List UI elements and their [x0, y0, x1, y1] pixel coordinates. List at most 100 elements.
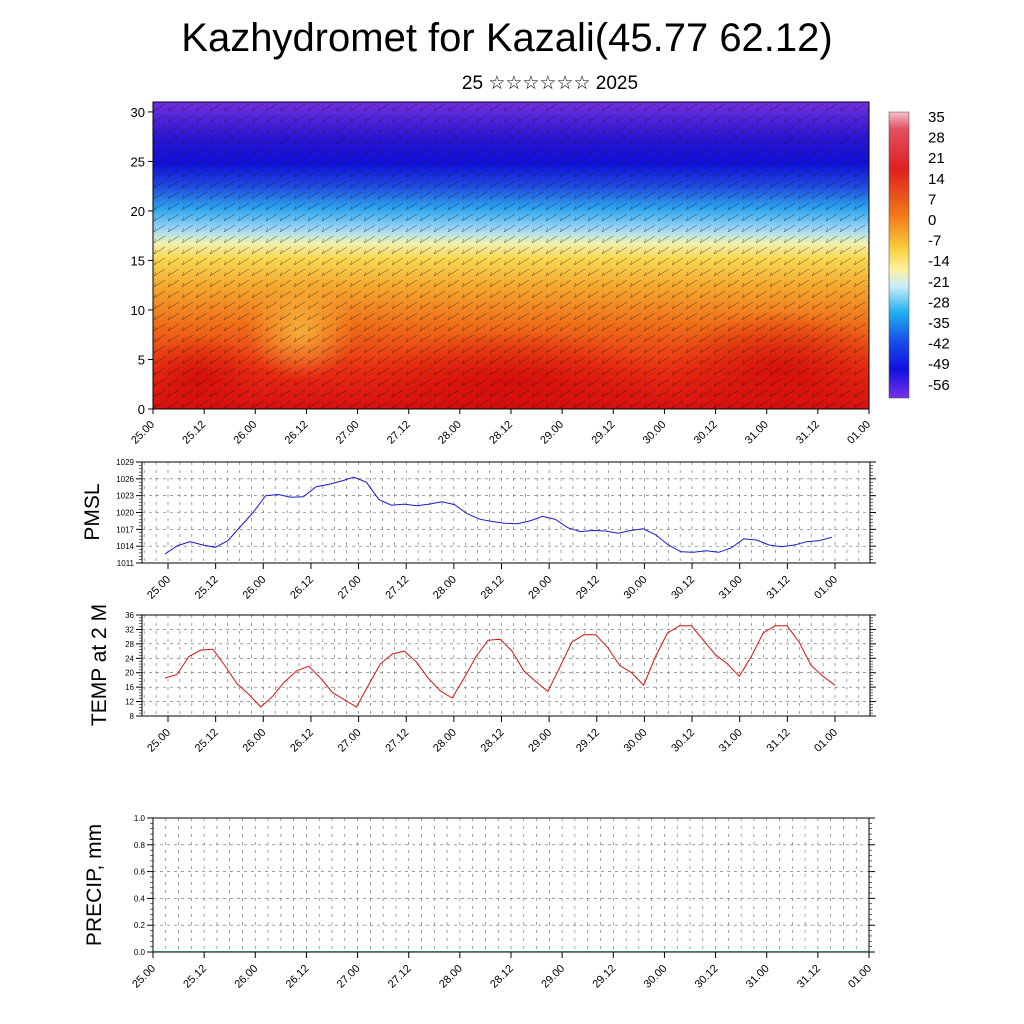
- cross-section-y-tick-label: 5: [138, 352, 145, 367]
- cross-section-x-tick-label: 28.00: [436, 419, 464, 447]
- colorbar: 35 28 21 14 7 0 -7 -14 -21 -28 -35 -42 -49 -56: [888, 109, 950, 399]
- x-tick-label: 01.00: [812, 727, 840, 755]
- precip-bar: [574, 951, 588, 952]
- x-tick-label: 30.00: [622, 727, 650, 755]
- y-tick-label: 1029: [116, 458, 134, 467]
- x-tick-label: 25.12: [181, 963, 209, 991]
- temp-series-line: [164, 625, 836, 708]
- x-tick-label: 31.00: [717, 727, 745, 755]
- precip-bar: [817, 951, 831, 952]
- precip-bar: [753, 951, 767, 952]
- colorbar-label: -49: [928, 356, 950, 373]
- x-tick-label: 25.12: [193, 727, 221, 755]
- precip-bar: [268, 951, 281, 952]
- precip-bar: [638, 951, 652, 952]
- x-tick-label: 27.00: [336, 727, 364, 755]
- precip-bar: [242, 951, 256, 952]
- x-tick-label: 26.00: [232, 963, 260, 991]
- precip-bar: [702, 951, 716, 952]
- x-tick-label: 31.12: [765, 727, 793, 755]
- y-tick-label: 36: [125, 611, 134, 620]
- wind-barbs: [153, 102, 869, 409]
- cross-section-x-tick-label: 25.12: [180, 419, 208, 447]
- temp-panel: 8 12 16 20 24 28 32 36 25.00 25.12 26.00 26.12 27.00…: [88, 604, 876, 755]
- precip-bar: [741, 951, 754, 952]
- precip-bar: [523, 951, 537, 952]
- cross-section-x-tick-label: 26.00: [231, 419, 259, 447]
- pmsl-y-axis-label: PMSL: [81, 483, 104, 540]
- colorbar-label: 0: [928, 212, 936, 229]
- precip-bar: [485, 951, 499, 952]
- precip-bar: [792, 951, 806, 952]
- y-tick-label: 28: [125, 640, 134, 649]
- cross-section-y-tick-label: 10: [131, 303, 145, 318]
- colorbar-label: -56: [928, 377, 950, 394]
- cross-section-y-tick-label: 20: [131, 204, 145, 219]
- precip-bar: [447, 951, 460, 952]
- precip-bar: [766, 951, 780, 952]
- chart-subtitle: 25 ☆☆☆☆☆☆ 2025: [461, 73, 639, 94]
- x-tick-label: 29.00: [526, 727, 554, 755]
- cross-section-y-tick-label: 30: [131, 105, 145, 120]
- precip-bar: [178, 951, 192, 952]
- x-tick-label: 27.00: [335, 963, 363, 991]
- precip-bar: [600, 951, 614, 952]
- x-tick-label: 30.12: [693, 963, 721, 991]
- chart-title: Kazhydromet for Kazali(45.77 62.12): [181, 16, 833, 60]
- precip-bar: [408, 951, 422, 952]
- cross-section-y-axis: 0 5 10 15 20 25 30: [131, 105, 153, 417]
- colorbar-gradient: [888, 111, 910, 399]
- x-tick-label: 28.00: [437, 963, 465, 991]
- pmsl-panel: 1011 1014 1017 1020 1023 1026 1029 25.00 25.12 26…: [81, 458, 876, 602]
- y-tick-label: 0.6: [134, 868, 146, 877]
- precip-bar: [498, 951, 511, 952]
- y-tick-label: 8: [130, 712, 135, 721]
- cross-section-x-tick-label: 29.12: [589, 419, 617, 447]
- colorbar-label: -28: [928, 294, 950, 311]
- colorbar-label: 35: [928, 109, 945, 126]
- x-tick-label: 28.12: [479, 574, 507, 602]
- precip-bar: [459, 951, 473, 952]
- cross-section-y-tick-label: 15: [131, 253, 145, 268]
- precip-bar: [779, 951, 793, 952]
- x-tick-label: 01.00: [812, 574, 840, 602]
- y-tick-label: 20: [125, 669, 134, 678]
- y-tick-label: 12: [125, 698, 134, 707]
- colorbar-label: 28: [928, 130, 945, 147]
- x-tick-label: 26.12: [288, 574, 316, 602]
- x-tick-label: 31.00: [717, 574, 745, 602]
- precip-bar: [357, 951, 371, 952]
- y-tick-label: 1017: [116, 525, 134, 534]
- precip-bar: [306, 951, 320, 952]
- x-tick-label: 30.00: [622, 574, 650, 602]
- precip-bar: [587, 951, 601, 952]
- x-tick-label: 31.00: [744, 963, 772, 991]
- precip-bar: [383, 951, 396, 952]
- precip-bar: [830, 951, 844, 952]
- precip-bar: [255, 951, 269, 952]
- x-tick-label: 28.12: [488, 963, 516, 991]
- colorbar-label: -14: [928, 253, 950, 270]
- colorbar-label: 14: [928, 171, 945, 188]
- x-tick-label: 29.00: [539, 963, 567, 991]
- precip-panel: 0.0 0.2 0.4 0.6 0.8 1.0 25.00 25.12 26.00 26.12 27…: [83, 814, 875, 991]
- colorbar-label: -35: [928, 315, 950, 332]
- precip-bar: [651, 951, 665, 952]
- cross-section-x-tick-label: 26.12: [283, 419, 311, 447]
- x-tick-label: 29.12: [574, 727, 602, 755]
- precip-bar: [421, 951, 435, 952]
- precip-bar: [856, 951, 869, 952]
- precip-bar: [319, 951, 332, 952]
- temp-y-axis-label: TEMP at 2 M: [88, 604, 111, 726]
- y-tick-label: 1020: [116, 509, 134, 518]
- y-tick-label: 0.0: [134, 948, 146, 957]
- x-tick-label: 31.12: [795, 963, 823, 991]
- cross-section-y-tick-label: 25: [131, 154, 145, 169]
- y-tick-label: 0.8: [134, 841, 146, 850]
- precip-bar: [472, 951, 486, 952]
- x-tick-label: 01.00: [846, 963, 874, 991]
- precip-bar: [204, 951, 217, 952]
- precip-bar: [626, 951, 639, 952]
- precip-bar: [549, 951, 563, 952]
